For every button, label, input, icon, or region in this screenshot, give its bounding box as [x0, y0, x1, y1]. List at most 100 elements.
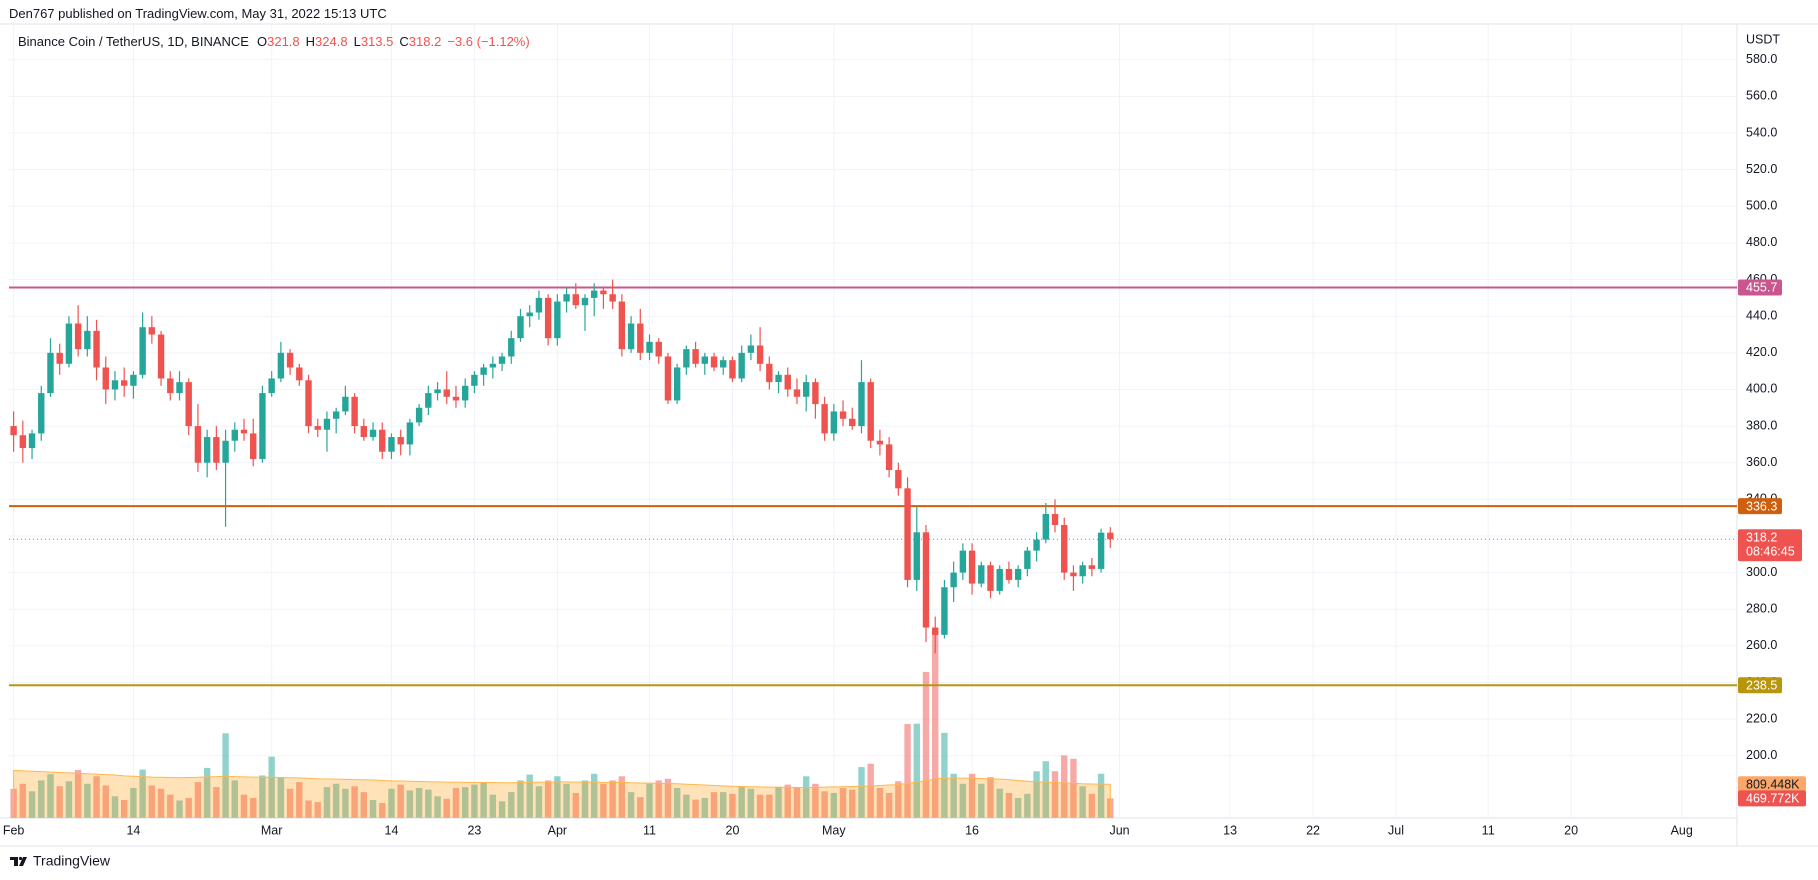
candle-body	[849, 418, 856, 427]
level-tag	[1738, 279, 1782, 296]
candle-body	[544, 297, 552, 339]
candle-body	[885, 444, 893, 471]
volume-bar	[1005, 792, 1013, 818]
candle-body	[65, 323, 73, 364]
volume-bar	[747, 788, 755, 818]
candle-body	[489, 363, 497, 368]
volume-bar	[637, 797, 644, 818]
ohlc-value: 324.8	[315, 34, 348, 49]
y-tick-label: 400.0	[1746, 382, 1777, 396]
volume-bar	[756, 794, 764, 818]
candle-body	[1088, 565, 1096, 569]
volume-bar	[563, 783, 570, 818]
x-tick-label: 22	[1306, 823, 1320, 837]
candle-body	[572, 294, 579, 306]
y-tick-label: 480.0	[1746, 235, 1777, 249]
candle-body	[526, 312, 533, 317]
volume-bar	[526, 774, 533, 818]
candle-body	[535, 297, 543, 313]
ohlc-value: 318.2	[408, 34, 442, 49]
x-tick-label: Feb	[3, 823, 25, 837]
volume-bar	[286, 788, 294, 818]
volume-ma-tag	[1738, 776, 1806, 793]
candle-body	[673, 367, 681, 401]
volume-bar	[701, 797, 709, 818]
candle-body	[28, 433, 36, 449]
candle-body	[1014, 568, 1022, 580]
candle-body	[1097, 532, 1105, 569]
change: −3.6 (−1.12%)	[447, 34, 530, 49]
candle-body	[388, 437, 395, 452]
candle-body	[360, 426, 368, 438]
volume-bar	[517, 780, 524, 818]
candle-body	[766, 363, 773, 383]
candle-body	[876, 440, 884, 445]
volume-bar	[222, 733, 229, 818]
volume-bar	[627, 792, 635, 818]
candle-body	[812, 382, 819, 405]
candle-body	[941, 587, 948, 635]
candle-body	[443, 389, 450, 397]
candle-body	[38, 393, 45, 434]
volume-bar	[268, 756, 275, 818]
volume-bar	[461, 787, 469, 818]
candle-body	[664, 356, 672, 401]
candle-body	[747, 345, 755, 353]
candle-body	[720, 360, 727, 368]
volume-bar	[351, 786, 358, 818]
volume-bar	[102, 785, 109, 818]
candle-body	[93, 330, 100, 368]
volume-bar	[710, 792, 718, 818]
candle-body	[1070, 572, 1077, 577]
volume-bar	[250, 797, 257, 818]
volume-bar	[572, 792, 579, 818]
volume-bar	[913, 723, 920, 818]
volume-bar	[121, 800, 128, 818]
candle-body	[1107, 532, 1114, 540]
volume-bar	[259, 775, 266, 818]
volume-bar	[84, 783, 91, 818]
volume-bar	[369, 800, 377, 818]
candle-body	[802, 382, 810, 397]
volume-ma-tag-label: 809.448K	[1746, 778, 1800, 792]
volume-bar	[480, 782, 487, 818]
ohlc-letter: H	[305, 34, 316, 49]
volume-bar	[240, 794, 248, 818]
volume-bar	[139, 769, 146, 818]
volume-bar	[738, 787, 745, 818]
x-tick-label: 14	[126, 823, 140, 837]
y-tick-label: 580.0	[1746, 52, 1777, 66]
y-axis-label: USDT	[1746, 32, 1780, 46]
candle-body	[240, 429, 248, 434]
volume-tag-label: 469.772K	[1746, 792, 1800, 806]
y-tick-label: 300.0	[1746, 565, 1777, 579]
candle-body	[305, 380, 312, 427]
logo-shape	[10, 857, 18, 866]
candle-body	[830, 411, 838, 434]
x-tick-label: Apr	[548, 823, 567, 837]
y-tick-label: 560.0	[1746, 89, 1777, 103]
volume-bar	[231, 780, 238, 818]
volume-bar	[904, 724, 911, 818]
y-tick-label: 420.0	[1746, 345, 1777, 359]
candle-body	[932, 627, 939, 635]
volume-bar	[655, 780, 662, 818]
x-tick-label: 20	[726, 823, 740, 837]
candle-body	[609, 294, 616, 302]
volume-bar	[959, 783, 967, 818]
volume-bar	[802, 776, 810, 818]
volume-bar	[830, 792, 838, 818]
volume-bar	[379, 802, 386, 818]
candle-body	[213, 437, 220, 463]
candle-body	[74, 323, 82, 350]
x-tick-label: 23	[467, 823, 481, 837]
candle-body	[554, 301, 561, 339]
candle-body	[379, 429, 386, 452]
volume-bar	[1061, 755, 1068, 818]
volume-bar	[323, 787, 331, 818]
volume-bar	[167, 794, 174, 818]
x-tick-label: May	[822, 823, 846, 837]
volume-bar	[720, 792, 727, 818]
volume-bar	[932, 630, 939, 818]
candle-body	[461, 385, 469, 401]
